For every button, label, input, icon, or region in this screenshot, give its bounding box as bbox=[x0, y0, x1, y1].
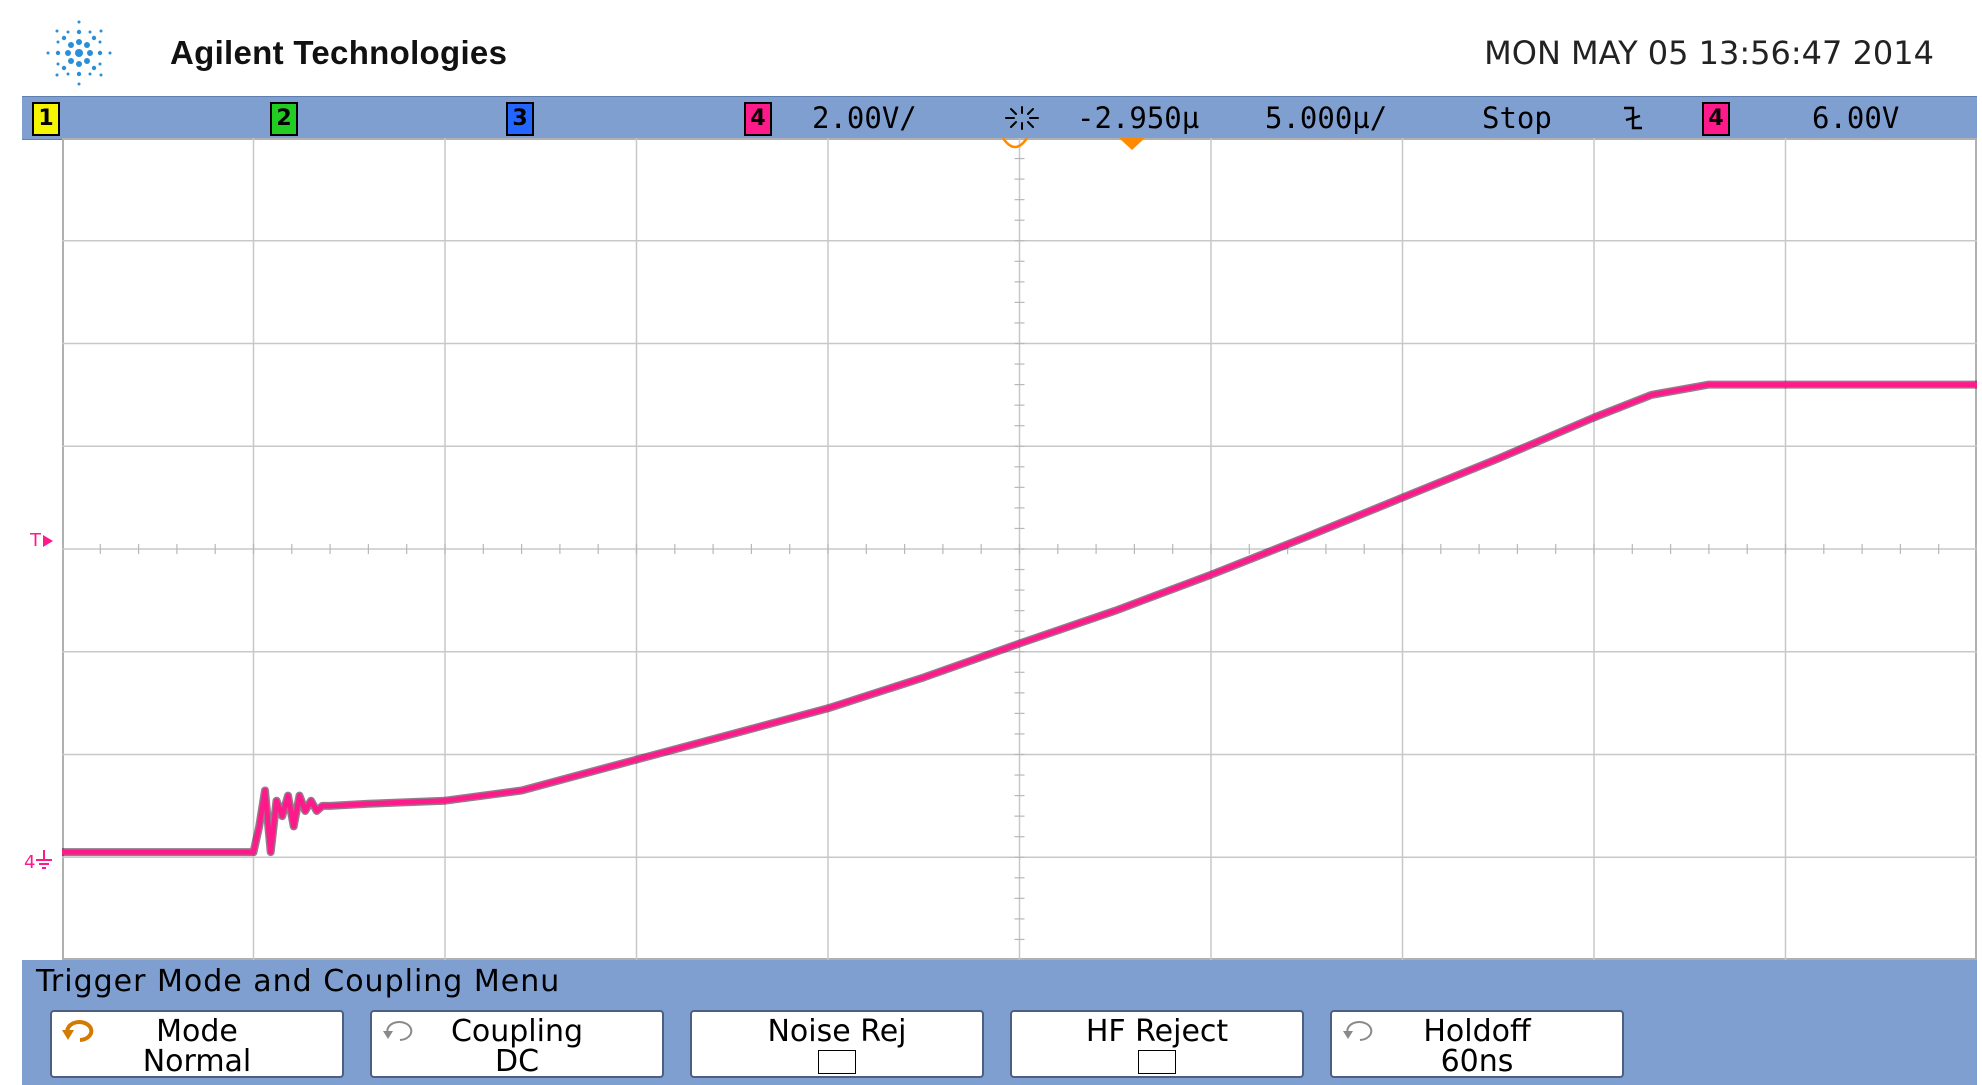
menu-title: Trigger Mode and Coupling Menu bbox=[36, 964, 561, 999]
trigger-marker-label: T bbox=[30, 530, 41, 551]
noise-rej-checkbox[interactable] bbox=[818, 1050, 856, 1074]
trigger-time-marker-icon bbox=[1001, 138, 1029, 149]
falling-edge-trigger-icon bbox=[1624, 106, 1642, 130]
horizontal-position[interactable]: -2.950µ bbox=[1077, 101, 1200, 135]
header: Agilent Technologies MON MAY 05 13:56:47… bbox=[0, 0, 1982, 96]
channel-1-label: 1 bbox=[38, 106, 54, 131]
trigger-source-indicator: 4 bbox=[1702, 102, 1730, 136]
agilent-spark-logo-icon bbox=[46, 20, 112, 86]
channel-2-indicator[interactable]: 2 bbox=[270, 102, 298, 136]
holdoff-softkey[interactable]: Holdoff 60ns bbox=[1330, 1010, 1624, 1079]
trigger-level[interactable]: 6.00V bbox=[1812, 101, 1900, 135]
waveform-graticule bbox=[62, 138, 1977, 960]
noise-rej-softkey[interactable]: Noise Rej bbox=[690, 1010, 984, 1078]
coupling-value: DC bbox=[494, 1044, 540, 1079]
channel-4-trace bbox=[62, 382, 1977, 855]
channel-4-scale[interactable]: 2.00V/ bbox=[812, 101, 917, 135]
rotate-knob-icon bbox=[62, 1020, 94, 1042]
channel-1-indicator[interactable]: 1 bbox=[32, 102, 60, 136]
time-base[interactable]: 5.000µ/ bbox=[1265, 101, 1388, 135]
hf-reject-checkbox[interactable] bbox=[1138, 1050, 1176, 1074]
mode-label: Mode bbox=[156, 1014, 238, 1049]
channel-4-label: 4 bbox=[750, 106, 766, 131]
rotate-knob-icon bbox=[383, 1021, 413, 1041]
coupling-label: Coupling bbox=[450, 1014, 584, 1049]
trigger-source-label: 4 bbox=[1708, 106, 1724, 131]
hf-reject-label: HF Reject bbox=[1085, 1014, 1229, 1049]
grid bbox=[62, 138, 1977, 960]
channel-4-ground-marker: 4 bbox=[24, 846, 64, 873]
trigger-arrow-icon bbox=[43, 535, 53, 547]
delay-spark-icon bbox=[1005, 106, 1039, 130]
run-state: Stop bbox=[1482, 101, 1552, 135]
trigger-menu: Trigger Mode and Coupling Menu Mode Norm… bbox=[22, 960, 1977, 1085]
brand-name: Agilent Technologies bbox=[170, 34, 508, 71]
trigger-level-marker: T bbox=[30, 530, 62, 556]
channel-2-label: 2 bbox=[276, 106, 292, 131]
hf-reject-softkey[interactable]: HF Reject bbox=[1010, 1010, 1304, 1078]
holdoff-label: Holdoff bbox=[1423, 1014, 1531, 1049]
noise-rej-label: Noise Rej bbox=[767, 1014, 907, 1049]
coupling-softkey[interactable]: Coupling DC bbox=[370, 1010, 664, 1079]
ground-icon bbox=[36, 850, 53, 869]
channel-3-indicator[interactable]: 3 bbox=[506, 102, 534, 136]
date-time: MON MAY 05 13:56:47 2014 bbox=[1484, 34, 1934, 72]
mode-softkey[interactable]: Mode Normal bbox=[50, 1010, 344, 1079]
channel-4-indicator[interactable]: 4 bbox=[744, 102, 772, 136]
status-bar: 1 2 3 4 2.00V/ -2.950µ 5.000µ/ Stop 4 6.… bbox=[22, 96, 1977, 140]
holdoff-value: 60ns bbox=[1440, 1044, 1514, 1079]
channel-3-label: 3 bbox=[512, 106, 528, 131]
delay-marker-icon bbox=[1119, 138, 1145, 150]
mode-value: Normal bbox=[142, 1044, 252, 1079]
ground-marker-label: 4 bbox=[24, 852, 36, 873]
rotate-knob-icon bbox=[1343, 1021, 1373, 1041]
